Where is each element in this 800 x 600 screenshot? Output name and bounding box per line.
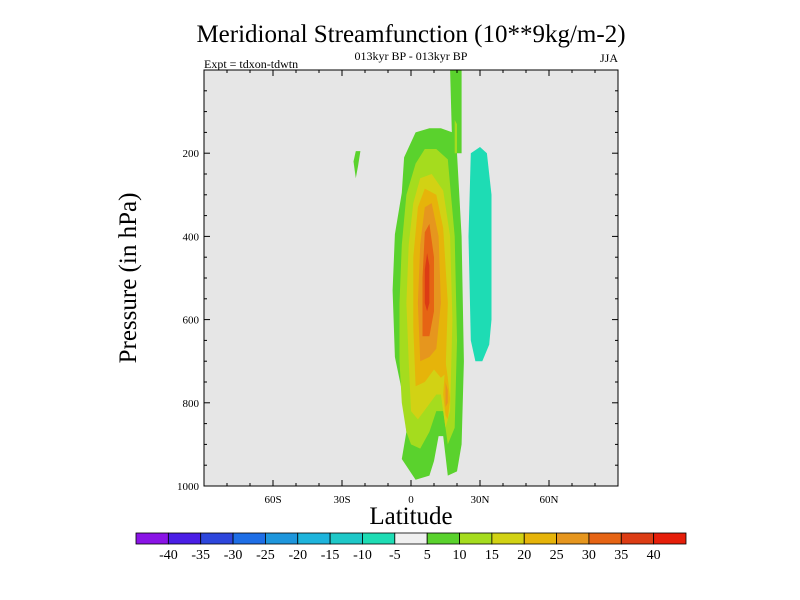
chart-subtitle-left: Expt = tdxon-tdwtn [204,57,298,71]
colorbar-swatch [492,533,524,544]
colorbar-label: 40 [647,548,661,563]
chart-canvas: Meridional Streamfunction (10**9kg/m-2) … [0,0,800,600]
y-tick-label: 1000 [177,481,200,493]
colorbar-label: 30 [582,548,596,563]
colorbar-label: -15 [321,548,340,563]
contour-negative-cell-10 [469,147,492,361]
colorbar-swatch [557,533,589,544]
colorbar-swatch [654,533,686,544]
y-tick-label: 800 [183,398,200,410]
colorbar-label: 10 [453,548,467,563]
colorbar-swatch [427,533,459,544]
contour-spike-15 [455,120,457,153]
y-tick-label: 600 [183,315,200,327]
colorbar-swatch [168,533,200,544]
colorbar-label: 35 [614,548,628,563]
colorbar-label: -40 [159,548,178,563]
chart-subtitle-right: JJA [600,51,618,65]
colorbar: -40 -35 -30 -25 -20 -15 -10 -5 5 10 15 20 25 30 35 40 [136,533,686,563]
x-tick-label: 30S [333,494,350,506]
colorbar-label: -30 [224,548,243,563]
x-tick-label: 60S [264,494,281,506]
colorbar-label: -5 [389,548,401,563]
colorbar-swatch [395,533,427,544]
y-tick-label: 400 [183,231,200,243]
x-tick-label: 30N [471,494,490,506]
y-tick-label: 200 [183,148,200,160]
colorbar-swatch [589,533,621,544]
colorbar-label: -35 [191,548,210,563]
colorbar-label: 5 [424,548,431,563]
chart-subtitle-center: 013kyr BP - 013kyr BP [355,49,468,63]
colorbar-label: 25 [550,548,564,563]
x-tick-label: 60N [540,494,559,506]
colorbar-swatch [524,533,556,544]
y-axis-label: Pressure (in hPa) [115,193,142,364]
colorbar-label: 15 [485,548,499,563]
colorbar-swatch [201,533,233,544]
chart-title: Meridional Streamfunction (10**9kg/m-2) [196,21,625,48]
colorbar-swatch [330,533,362,544]
colorbar-label: -25 [256,548,275,563]
colorbar-swatch [136,533,168,544]
colorbar-swatch [621,533,653,544]
colorbar-swatch [362,533,394,544]
colorbar-label: -20 [288,548,307,563]
colorbar-swatch [233,533,265,544]
colorbar-swatch [265,533,297,544]
colorbar-swatch [460,533,492,544]
colorbar-swatch [298,533,330,544]
x-axis-label: Latitude [369,503,452,530]
colorbar-label: -10 [353,548,372,563]
colorbar-label: 20 [517,548,531,563]
